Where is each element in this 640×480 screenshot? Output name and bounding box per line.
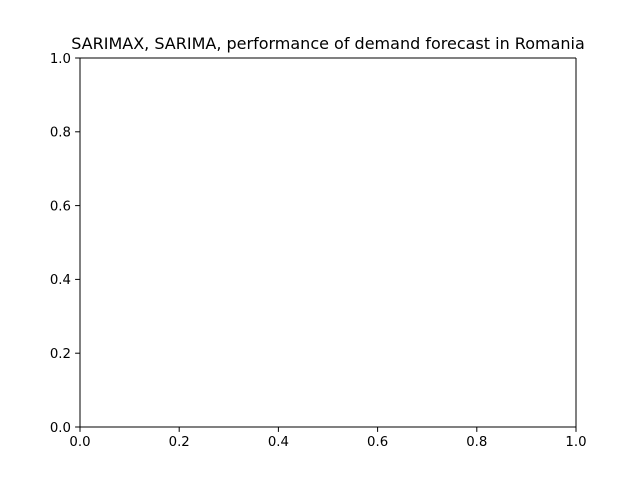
- x-tick-label: 0.0: [69, 435, 90, 450]
- chart-title: SARIMAX, SARIMA, performance of demand f…: [71, 34, 585, 53]
- y-axis: 0.0 0.2 0.4 0.6 0.8 1.0: [50, 52, 80, 436]
- x-tick-label: 0.2: [169, 435, 190, 450]
- y-tick-label: 0.0: [50, 421, 71, 436]
- plot-area: [80, 58, 576, 427]
- x-tick-label: 0.8: [466, 435, 487, 450]
- x-tick-label: 1.0: [565, 435, 586, 450]
- axes-frame: [79, 57, 577, 428]
- x-tick-label: 0.6: [367, 435, 388, 450]
- y-tick-label: 0.8: [50, 126, 71, 141]
- x-axis: 0.0 0.2 0.4 0.6 0.8 1.0: [69, 427, 587, 450]
- y-tick-label: 0.6: [50, 199, 71, 214]
- x-tick-label: 0.4: [268, 435, 289, 450]
- y-tick-label: 1.0: [50, 52, 71, 67]
- y-tick-label: 0.2: [50, 347, 71, 362]
- y-tick-label: 0.4: [50, 273, 71, 288]
